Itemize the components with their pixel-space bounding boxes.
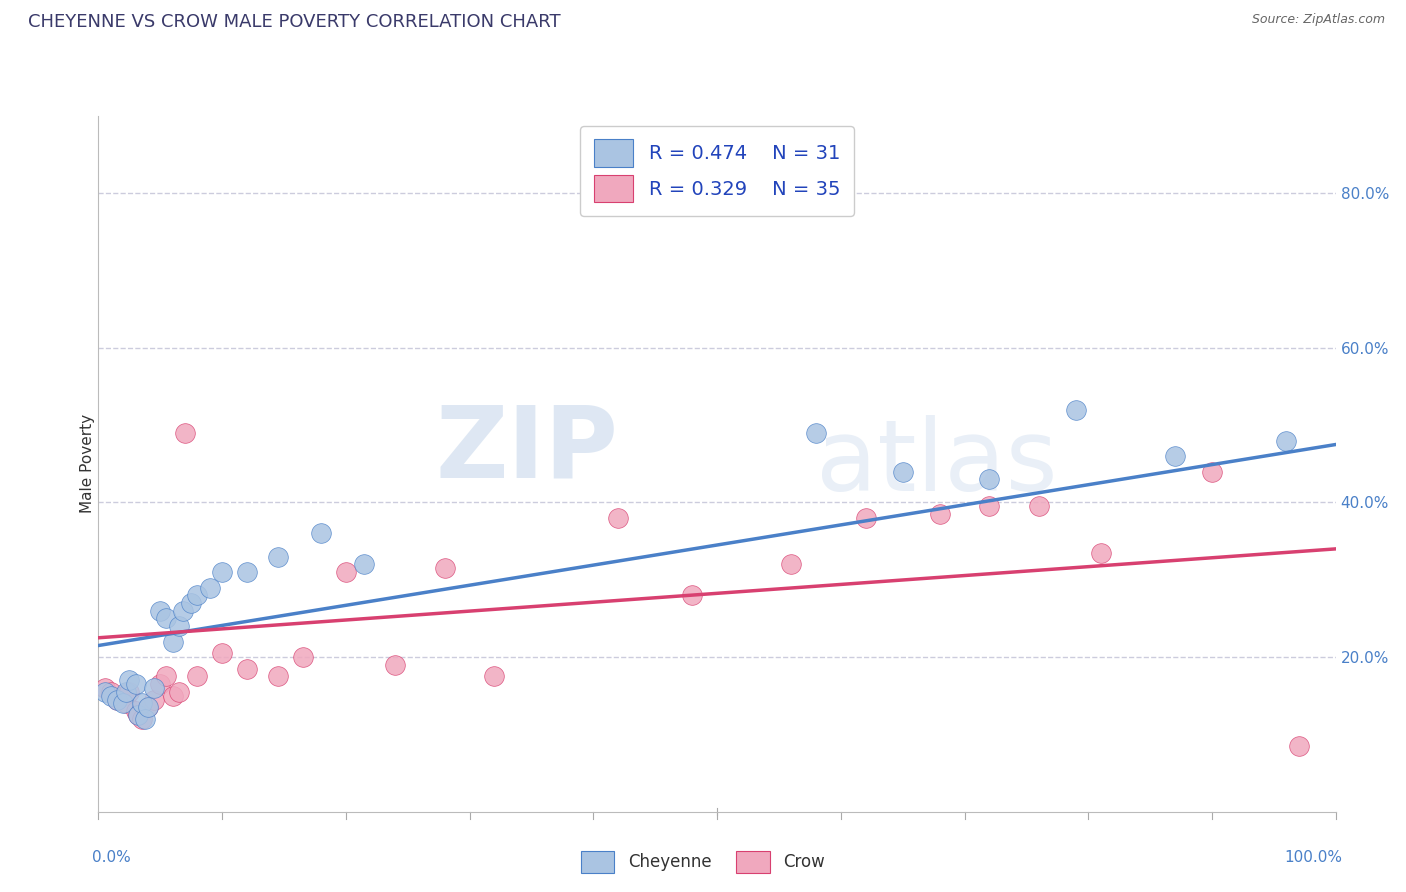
- Point: [118, 685, 141, 699]
- Point: [1090, 546, 1112, 560]
- Point: [607, 511, 630, 525]
- Point: [131, 712, 153, 726]
- Point: [114, 685, 136, 699]
- Point: [484, 669, 506, 683]
- Point: [112, 697, 135, 711]
- Point: [112, 689, 135, 703]
- Point: [105, 692, 128, 706]
- Point: [174, 425, 197, 440]
- Point: [131, 697, 153, 711]
- Point: [180, 596, 202, 610]
- Point: [1064, 402, 1087, 417]
- Point: [979, 472, 1001, 486]
- Point: [211, 646, 233, 660]
- Point: [891, 465, 914, 479]
- Point: [143, 692, 166, 706]
- Point: [105, 692, 128, 706]
- Point: [1275, 434, 1298, 448]
- Point: [780, 558, 803, 572]
- Point: [167, 685, 190, 699]
- Point: [211, 565, 233, 579]
- Point: [1028, 500, 1050, 514]
- Point: [804, 425, 827, 440]
- Point: [335, 565, 357, 579]
- Point: [127, 708, 149, 723]
- Point: [172, 604, 194, 618]
- Point: [124, 677, 146, 691]
- Point: [291, 650, 314, 665]
- Point: [127, 708, 149, 723]
- Legend: R = 0.474    N = 31, R = 0.329    N = 35: R = 0.474 N = 31, R = 0.329 N = 35: [581, 126, 853, 216]
- Text: 100.0%: 100.0%: [1284, 850, 1341, 865]
- Point: [124, 704, 146, 718]
- Text: CHEYENNE VS CROW MALE POVERTY CORRELATION CHART: CHEYENNE VS CROW MALE POVERTY CORRELATIO…: [28, 13, 561, 31]
- Point: [267, 669, 290, 683]
- Point: [136, 700, 159, 714]
- Point: [979, 500, 1001, 514]
- Point: [114, 697, 136, 711]
- Point: [353, 558, 375, 572]
- Point: [236, 565, 259, 579]
- Point: [143, 681, 166, 695]
- Point: [198, 581, 221, 595]
- Point: [118, 673, 141, 688]
- Point: [186, 669, 208, 683]
- Point: [149, 677, 172, 691]
- Point: [162, 634, 184, 648]
- Text: 0.0%: 0.0%: [93, 850, 131, 865]
- Point: [236, 662, 259, 676]
- Point: [167, 619, 190, 633]
- Point: [162, 689, 184, 703]
- Point: [681, 588, 703, 602]
- Text: Source: ZipAtlas.com: Source: ZipAtlas.com: [1251, 13, 1385, 27]
- Point: [93, 681, 115, 695]
- Point: [93, 685, 115, 699]
- Text: atlas: atlas: [815, 416, 1057, 512]
- Point: [309, 526, 332, 541]
- Point: [149, 604, 172, 618]
- Point: [1164, 449, 1187, 463]
- Point: [155, 611, 177, 625]
- Point: [1201, 465, 1223, 479]
- Point: [855, 511, 877, 525]
- Point: [134, 712, 156, 726]
- Text: ZIP: ZIP: [436, 401, 619, 499]
- Legend: Cheyenne, Crow: Cheyenne, Crow: [575, 845, 831, 880]
- Point: [100, 689, 122, 703]
- Point: [1288, 739, 1310, 753]
- Point: [928, 507, 950, 521]
- Point: [100, 685, 122, 699]
- Point: [155, 669, 177, 683]
- Point: [433, 561, 456, 575]
- Y-axis label: Male Poverty: Male Poverty: [80, 414, 94, 514]
- Point: [186, 588, 208, 602]
- Point: [136, 700, 159, 714]
- Point: [267, 549, 290, 564]
- Point: [384, 657, 406, 672]
